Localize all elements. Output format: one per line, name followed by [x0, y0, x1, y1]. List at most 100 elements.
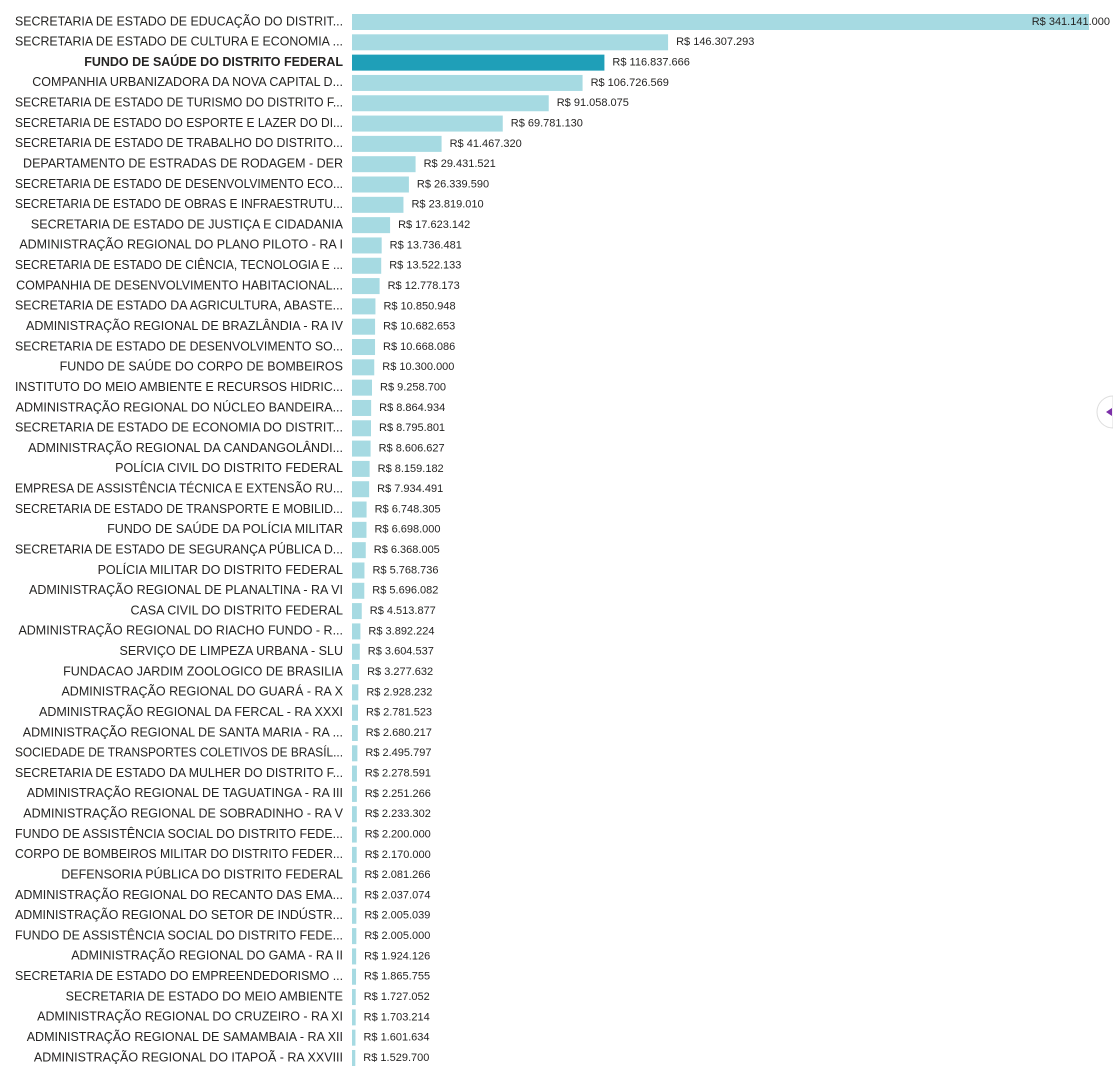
bar	[352, 664, 360, 681]
value-label: R$ 3.604.537	[368, 646, 434, 658]
category-label: SECRETARIA DE ESTADO DO ESPORTE E LAZER …	[15, 116, 343, 130]
value-label: R$ 69.781.130	[511, 117, 583, 129]
bar	[352, 948, 357, 965]
category-label: CASA CIVIL DO DISTRITO FEDERAL	[130, 603, 343, 617]
value-label: R$ 12.778.173	[388, 280, 460, 292]
value-label: R$ 341.141.000	[1032, 16, 1110, 28]
value-label: R$ 106.726.569	[591, 77, 669, 89]
value-label: R$ 2.928.232	[366, 686, 432, 698]
bar	[352, 399, 372, 416]
category-label: COMPANHIA DE DESENVOLVIMENTO HABITACIONA…	[16, 278, 343, 292]
value-label: R$ 10.668.086	[383, 341, 455, 353]
category-label: DEPARTAMENTO DE ESTRADAS DE RODAGEM - DE…	[23, 156, 343, 170]
bar	[352, 135, 442, 152]
category-label: ADMINISTRAÇÃO REGIONAL DA FERCAL - RA XX…	[39, 705, 343, 719]
category-label: ADMINISTRAÇÃO REGIONAL DE PLANALTINA - R…	[29, 583, 343, 597]
category-label: FUNDO DE ASSISTÊNCIA SOCIAL DO DISTRITO …	[15, 826, 343, 841]
value-label: R$ 8.159.182	[378, 463, 444, 475]
bar	[352, 785, 357, 802]
category-label: ADMINISTRAÇÃO REGIONAL DO ITAPOÃ - RA XX…	[34, 1050, 343, 1064]
bar	[352, 582, 365, 599]
bar	[352, 603, 362, 620]
value-label: R$ 2.680.217	[366, 727, 432, 739]
category-label: SECRETARIA DE ESTADO DE CIÊNCIA, TECNOLO…	[15, 257, 343, 272]
bar	[352, 846, 357, 863]
category-label: FUNDO DE SAÚDE DA POLÍCIA MILITAR	[107, 521, 343, 536]
category-label: ADMINISTRAÇÃO REGIONAL DO RECANTO DAS EM…	[15, 888, 343, 902]
bar	[352, 928, 357, 945]
value-label: R$ 2.495.797	[365, 747, 431, 759]
category-label: ADMINISTRAÇÃO REGIONAL DO RIACHO FUNDO -…	[18, 624, 343, 638]
value-label: R$ 2.081.266	[364, 869, 430, 881]
category-label: ADMINISTRAÇÃO REGIONAL DO GAMA - RA II	[71, 949, 343, 963]
bar	[352, 176, 409, 193]
category-label: ADMINISTRAÇÃO REGIONAL DO GUARÁ - RA X	[61, 684, 343, 699]
value-label: R$ 2.005.039	[364, 910, 430, 922]
bar	[352, 318, 376, 335]
category-label: EMPRESA DE ASSISTÊNCIA TÉCNICA E EXTENSÃ…	[15, 481, 343, 496]
category-label: ADMINISTRAÇÃO REGIONAL DE TAGUATINGA - R…	[27, 786, 343, 800]
expand-button[interactable]	[1096, 395, 1113, 429]
category-label: FUNDO DE ASSISTÊNCIA SOCIAL DO DISTRITO …	[15, 927, 343, 942]
category-label: POLÍCIA MILITAR DO DISTRITO FEDERAL	[98, 562, 343, 577]
bar	[352, 237, 382, 254]
value-label: R$ 41.467.320	[450, 138, 522, 150]
category-label: DEFENSORIA PÚBLICA DO DISTRITO FEDERAL	[61, 866, 343, 881]
category-label: SECRETARIA DE ESTADO DE TRANSPORTE E MOB…	[15, 502, 343, 516]
category-label: SECRETARIA DE ESTADO DE CULTURA E ECONOM…	[15, 35, 343, 49]
value-label: R$ 9.258.700	[380, 382, 446, 394]
bar	[352, 989, 356, 1006]
value-label: R$ 2.278.591	[365, 768, 431, 780]
category-label: SECRETARIA DE ESTADO DE DESENVOLVIMENTO …	[15, 339, 343, 353]
bar	[352, 298, 376, 315]
category-label: SECRETARIA DE ESTADO DE ECONOMIA DO DIST…	[15, 421, 343, 435]
category-label: ADMINISTRAÇÃO REGIONAL DE SANTA MARIA - …	[23, 725, 343, 739]
bar	[352, 481, 370, 498]
bar	[352, 74, 583, 91]
value-label: R$ 7.934.491	[377, 483, 443, 495]
category-label: ADMINISTRAÇÃO REGIONAL DO PLANO PILOTO -…	[19, 238, 343, 252]
bar	[352, 420, 372, 437]
value-label: R$ 6.748.305	[375, 503, 441, 515]
value-label: R$ 2.233.302	[365, 808, 431, 820]
category-label: POLÍCIA CIVIL DO DISTRITO FEDERAL	[115, 460, 343, 475]
bar	[352, 684, 359, 701]
category-label: SECRETARIA DE ESTADO DO EMPREENDEDORISMO…	[15, 969, 343, 983]
bar	[352, 156, 416, 173]
bar	[352, 460, 370, 477]
category-label: SOCIEDADE DE TRANSPORTES COLETIVOS DE BR…	[15, 745, 343, 760]
value-label: R$ 2.200.000	[365, 828, 431, 840]
bar	[352, 643, 360, 660]
bar	[352, 95, 549, 112]
category-label: SECRETARIA DE ESTADO DE EDUCAÇÃO DO DIST…	[15, 14, 343, 28]
value-label: R$ 2.170.000	[365, 849, 431, 861]
expand-arrow[interactable]	[1106, 408, 1112, 416]
value-label: R$ 2.251.266	[365, 788, 431, 800]
bar	[352, 521, 367, 538]
category-label: ADMINISTRAÇÃO REGIONAL DE SAMAMBAIA - RA…	[27, 1030, 343, 1044]
value-label: R$ 1.727.052	[364, 991, 430, 1003]
category-label: SECRETARIA DE ESTADO DE OBRAS E INFRAEST…	[15, 197, 343, 211]
bar	[352, 14, 1089, 30]
value-label: R$ 1.865.755	[364, 971, 430, 983]
bar	[352, 379, 373, 396]
category-label: SECRETARIA DE ESTADO DE JUSTIÇA E CIDADA…	[31, 217, 344, 231]
value-label: R$ 10.850.948	[383, 300, 455, 312]
value-label: R$ 13.522.133	[389, 260, 461, 272]
value-label: R$ 13.736.481	[390, 239, 462, 251]
category-label: ADMINISTRAÇÃO REGIONAL DO CRUZEIRO - RA …	[37, 1010, 343, 1024]
category-label: FUNDO DE SAÚDE DO CORPO DE BOMBEIROS	[60, 359, 343, 374]
value-label: R$ 26.339.590	[417, 178, 489, 190]
bar	[352, 217, 391, 234]
category-label: SECRETARIA DE ESTADO DA MULHER DO DISTRI…	[15, 766, 343, 780]
bar	[352, 826, 357, 843]
expand-button-bg[interactable]	[1096, 395, 1113, 429]
value-label: R$ 3.277.632	[367, 666, 433, 678]
bar	[352, 278, 380, 295]
value-label: R$ 116.837.666	[612, 57, 689, 69]
bar	[352, 1009, 356, 1026]
value-label: R$ 1.703.214	[364, 1011, 430, 1023]
value-label: R$ 5.768.736	[372, 564, 438, 576]
bar	[352, 54, 605, 71]
